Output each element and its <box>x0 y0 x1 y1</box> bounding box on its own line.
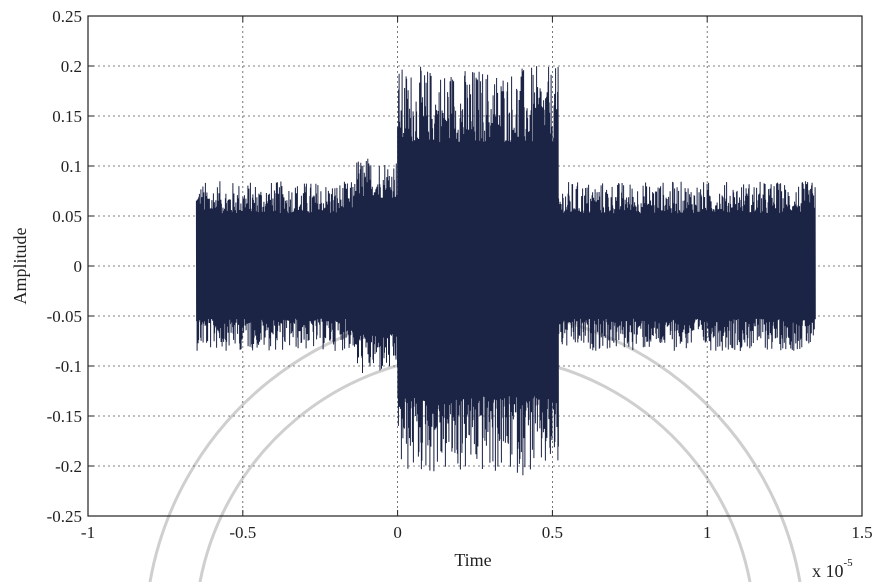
y-tick-label: 0.15 <box>52 107 82 126</box>
signal-series <box>195 66 816 476</box>
y-tick-label: 0.25 <box>52 7 82 26</box>
y-tick-label: 0.1 <box>61 157 82 176</box>
y-tick-label: -0.15 <box>47 407 82 426</box>
x-tick-label: 0.5 <box>542 523 563 542</box>
y-tick-label: -0.2 <box>55 457 82 476</box>
x-axis-label: Time <box>454 550 491 570</box>
x-tick-label: -1 <box>81 523 95 542</box>
y-tick-labels: 0.25 0.2 0.15 0.1 0.05 0 -0.05 -0.1 -0.15 -0.2 -0.… <box>47 7 82 526</box>
y-tick-label: -0.1 <box>55 357 82 376</box>
x-axis-multiplier-base: x 10 <box>812 561 844 581</box>
y-tick-label: 0.2 <box>61 57 82 76</box>
x-tick-label: 1 <box>703 523 712 542</box>
x-tick-label: 1.5 <box>851 523 872 542</box>
signal-trace <box>195 66 816 476</box>
y-axis-label: Amplitude <box>10 227 30 304</box>
y-tick-label: -0.25 <box>47 507 82 526</box>
y-tick-label: 0.05 <box>52 207 82 226</box>
tick-marks <box>87 15 863 517</box>
y-tick-label: 0 <box>74 257 83 276</box>
y-tick-label: -0.05 <box>47 307 82 326</box>
x-tick-label: 0 <box>393 523 402 542</box>
x-tick-labels: -1 -0.5 0 0.5 1 1.5 <box>81 523 873 542</box>
x-axis-multiplier: x 10-5 <box>812 557 853 581</box>
x-tick-label: -0.5 <box>229 523 256 542</box>
x-axis-multiplier-exponent: -5 <box>844 557 854 569</box>
